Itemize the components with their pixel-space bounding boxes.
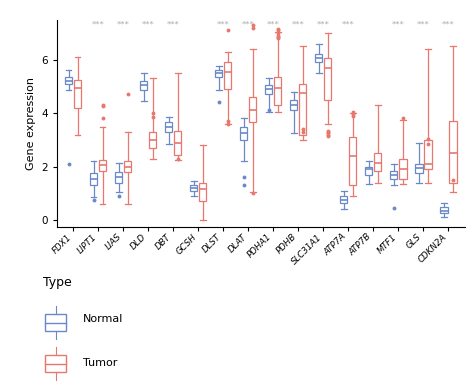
- Text: Normal: Normal: [83, 314, 123, 324]
- Bar: [265, 85, 273, 94]
- FancyBboxPatch shape: [45, 314, 66, 332]
- Bar: [349, 137, 356, 185]
- Bar: [74, 80, 82, 108]
- Bar: [215, 70, 222, 77]
- Bar: [424, 140, 431, 169]
- Bar: [365, 167, 373, 175]
- Bar: [174, 131, 182, 154]
- Bar: [449, 121, 456, 183]
- Bar: [290, 100, 298, 111]
- FancyBboxPatch shape: [45, 355, 66, 372]
- Text: ***: ***: [242, 21, 255, 29]
- Text: ***: ***: [167, 21, 180, 29]
- Text: ***: ***: [117, 21, 129, 29]
- Text: Type: Type: [43, 276, 72, 289]
- Text: ***: ***: [342, 21, 355, 29]
- Bar: [124, 161, 131, 172]
- Text: ***: ***: [142, 21, 155, 29]
- Bar: [190, 185, 198, 191]
- Text: ***: ***: [417, 21, 429, 29]
- Bar: [315, 54, 322, 62]
- Bar: [415, 164, 422, 173]
- Text: ***: ***: [267, 21, 280, 29]
- Bar: [399, 159, 407, 179]
- Bar: [249, 97, 256, 122]
- Y-axis label: Gene expression: Gene expression: [26, 77, 36, 170]
- Text: ***: ***: [292, 21, 305, 29]
- Bar: [224, 62, 231, 89]
- Bar: [199, 183, 207, 201]
- Bar: [140, 81, 147, 90]
- Bar: [324, 58, 331, 100]
- Bar: [165, 122, 173, 132]
- Text: ***: ***: [92, 21, 105, 29]
- Bar: [390, 170, 398, 179]
- Bar: [90, 173, 97, 185]
- Bar: [374, 153, 382, 170]
- Bar: [115, 172, 122, 183]
- Text: Tumor: Tumor: [83, 358, 118, 368]
- Bar: [65, 77, 73, 84]
- Text: ***: ***: [217, 21, 229, 29]
- Bar: [440, 207, 447, 213]
- Text: ***: ***: [442, 21, 455, 29]
- Text: ***: ***: [392, 21, 405, 29]
- Bar: [274, 77, 282, 105]
- Bar: [240, 127, 247, 140]
- Bar: [149, 132, 156, 148]
- Text: ***: ***: [317, 21, 329, 29]
- Bar: [299, 84, 307, 135]
- Bar: [340, 196, 347, 203]
- Bar: [99, 160, 106, 170]
